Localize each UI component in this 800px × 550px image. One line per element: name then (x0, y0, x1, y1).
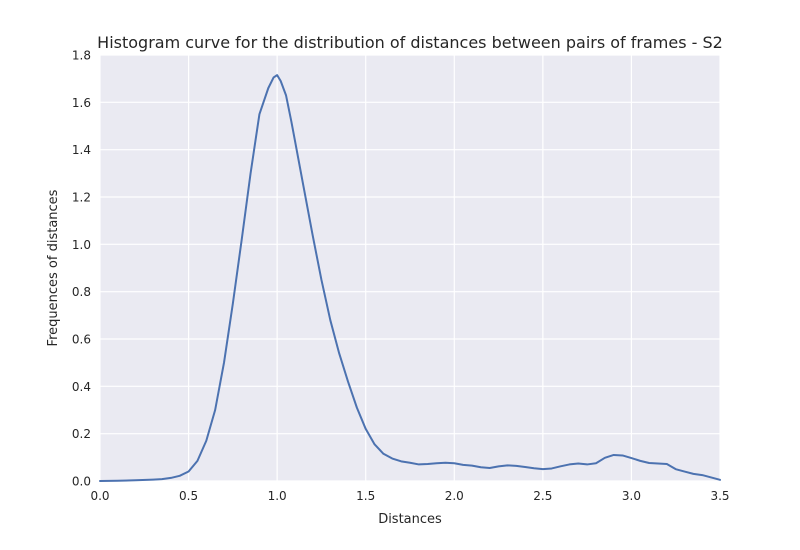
y-tick-label: 0.8 (72, 285, 91, 299)
y-tick-label: 1.0 (72, 238, 91, 252)
x-tick-label: 0.5 (179, 489, 198, 503)
x-tick-label: 3.5 (710, 489, 729, 503)
y-tick-label: 0.6 (72, 333, 91, 347)
x-tick-label: 1.5 (356, 489, 375, 503)
y-tick-label: 0.2 (72, 427, 91, 441)
x-axis: 0.0 0.5 1.0 1.5 2.0 2.5 3.0 3.5 (90, 489, 729, 503)
grid (99, 54, 721, 482)
y-tick-label: 0.0 (72, 475, 91, 489)
y-tick-label: 1.8 (72, 49, 91, 63)
y-tick-label: 1.4 (72, 143, 91, 157)
x-tick-label: 2.0 (445, 489, 464, 503)
y-tick-label: 0.4 (72, 380, 91, 394)
x-tick-label: 0.0 (90, 489, 109, 503)
x-tick-label: 3.0 (622, 489, 641, 503)
chart-title: Histogram curve for the distribution of … (97, 33, 723, 52)
series-line (99, 74, 721, 482)
y-tick-label: 1.2 (72, 191, 91, 205)
x-axis-label: Distances (378, 512, 442, 527)
y-tick-label: 1.6 (72, 96, 91, 110)
x-tick-label: 1.0 (268, 489, 287, 503)
y-axis: 0.0 0.2 0.4 0.6 0.8 1.0 1.2 1.4 1.6 1.8 (72, 49, 91, 489)
plot-area (100, 55, 720, 481)
x-tick-label: 2.5 (533, 489, 552, 503)
y-axis-label: Frequences of distances (46, 189, 61, 346)
